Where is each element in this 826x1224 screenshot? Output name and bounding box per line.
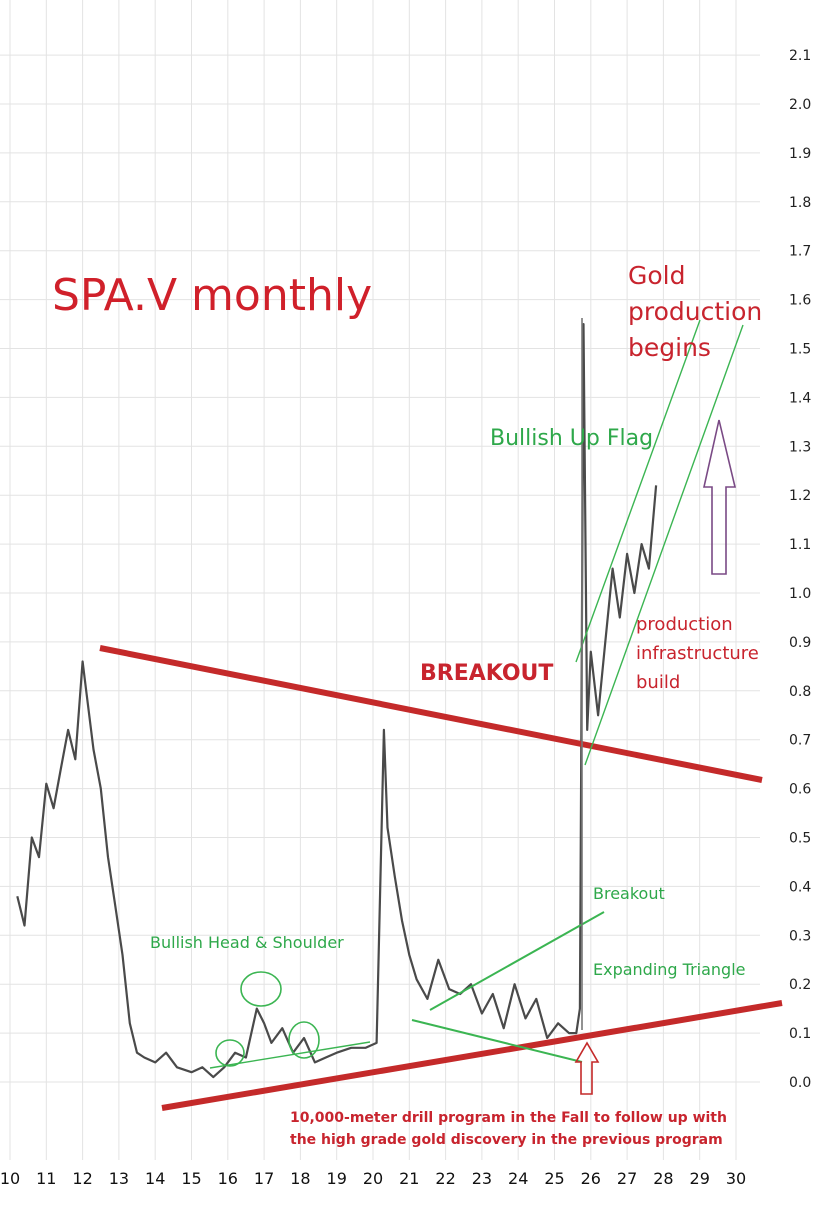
x-tick-label: 24 <box>508 1169 528 1188</box>
y-tick-label: 0.0 <box>789 1075 811 1091</box>
y-axis-tick-labels: 0.0 0.1 0.2 0.3 0.4 0.5 0.6 0.7 0.8 0.9 1.0 1.1 1.2 1… <box>789 48 811 1091</box>
target-up-arrow-icon <box>703 419 737 575</box>
triangle-lower-line <box>411 1019 583 1063</box>
y-tick-label: 0.8 <box>789 684 811 700</box>
x-axis-tick-labels: 10 11 12 13 14 15 16 17 18 19 20 21 22 23 24 25 26 27 28 29… <box>0 1169 746 1188</box>
gold-production-line-3: begins <box>628 333 711 362</box>
x-tick-label: 26 <box>581 1169 601 1188</box>
y-tick-label: 1.8 <box>789 195 811 211</box>
breakout-big-label: BREAKOUT <box>420 661 553 686</box>
y-tick-label: 1.7 <box>789 244 811 260</box>
lower-support-trendline <box>161 1000 783 1111</box>
gold-production-line-2: production <box>628 297 762 326</box>
y-tick-label: 2.1 <box>789 48 811 64</box>
y-tick-label: 1.1 <box>789 537 811 553</box>
triangle-upper-line <box>429 911 605 1011</box>
price-series <box>16 323 658 1079</box>
flag-channel-upper-line <box>575 319 701 663</box>
x-tick-label: 29 <box>690 1169 710 1188</box>
y-tick-label: 0.6 <box>789 782 811 798</box>
x-tick-label: 12 <box>72 1169 92 1188</box>
x-tick-label: 22 <box>435 1169 455 1188</box>
x-tick-label: 14 <box>145 1169 165 1188</box>
gold-production-line-1: Gold <box>628 261 685 290</box>
y-tick-label: 1.9 <box>789 146 811 162</box>
y-tick-label: 0.9 <box>789 635 811 651</box>
x-tick-label: 27 <box>617 1169 637 1188</box>
production-infra-line-2: infrastructure <box>636 643 759 664</box>
chart-title: SPA.V monthly <box>52 270 372 321</box>
expanding-triangle-label: Expanding Triangle <box>593 960 746 979</box>
y-tick-label: 1.0 <box>789 586 811 602</box>
breakout-small-label: Breakout <box>593 884 665 903</box>
y-tick-label: 2.0 <box>789 97 811 113</box>
x-tick-label: 20 <box>363 1169 383 1188</box>
drill-note-line-2: the high grade gold discovery in the pre… <box>290 1132 723 1148</box>
x-tick-label: 18 <box>290 1169 310 1188</box>
x-tick-label: 30 <box>726 1169 746 1188</box>
y-tick-label: 0.3 <box>789 928 811 944</box>
x-tick-label: 25 <box>544 1169 564 1188</box>
upper-resistance-trendline <box>99 645 763 783</box>
y-tick-label: 1.2 <box>789 488 811 504</box>
drill-note-line-1: 10,000-meter drill program in the Fall t… <box>290 1110 727 1126</box>
y-tick-label: 1.4 <box>789 390 811 406</box>
left-shoulder-circle <box>215 1039 245 1067</box>
y-tick-label: 0.1 <box>789 1026 811 1042</box>
x-tick-label: 16 <box>218 1169 238 1188</box>
y-tick-label: 1.5 <box>789 342 811 358</box>
drill-up-arrow-icon <box>574 1041 600 1095</box>
head-circle <box>240 971 282 1007</box>
production-infra-line-1: production <box>636 614 733 635</box>
x-tick-label: 21 <box>399 1169 419 1188</box>
bullish-up-flag-label: Bullish Up Flag <box>490 426 653 451</box>
right-shoulder-circle <box>288 1021 320 1059</box>
y-tick-label: 0.5 <box>789 831 811 847</box>
x-tick-label: 15 <box>181 1169 201 1188</box>
y-tick-label: 1.3 <box>789 439 811 455</box>
flag-channel-lower-line <box>584 324 744 766</box>
x-tick-label: 13 <box>109 1169 129 1188</box>
x-tick-label: 10 <box>0 1169 20 1188</box>
production-infra-line-3: build <box>636 672 680 693</box>
x-tick-label: 11 <box>36 1169 56 1188</box>
y-tick-label: 0.7 <box>789 733 811 749</box>
x-tick-label: 28 <box>653 1169 673 1188</box>
bullish-head-shoulder-label: Bullish Head & Shoulder <box>150 933 344 952</box>
y-tick-label: 0.4 <box>789 879 811 895</box>
x-tick-label: 17 <box>254 1169 274 1188</box>
x-tick-label: 19 <box>327 1169 347 1188</box>
y-tick-label: 0.2 <box>789 977 811 993</box>
y-tick-label: 1.6 <box>789 293 811 309</box>
price-line <box>16 323 658 1079</box>
vertical-gridlines <box>9 0 737 1160</box>
x-tick-label: 23 <box>472 1169 492 1188</box>
